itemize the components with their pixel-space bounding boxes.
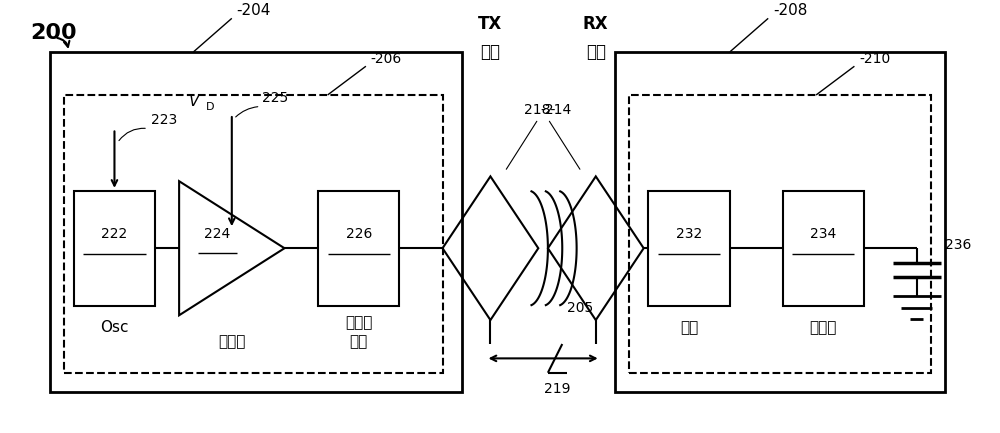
- Text: V: V: [189, 94, 199, 110]
- Text: -206: -206: [371, 52, 402, 66]
- Bar: [318, 191, 399, 306]
- Text: -208: -208: [773, 3, 807, 18]
- Bar: [629, 95, 931, 373]
- Text: 223: 223: [151, 113, 177, 126]
- Text: -204: -204: [237, 3, 271, 18]
- Text: 整流器: 整流器: [810, 320, 837, 335]
- Bar: [74, 191, 155, 306]
- Text: 236: 236: [945, 238, 972, 252]
- Text: 219: 219: [544, 382, 571, 396]
- Text: 218-: 218-: [524, 103, 555, 117]
- Bar: [64, 95, 443, 373]
- Text: TX: TX: [478, 15, 503, 33]
- Bar: [648, 191, 730, 306]
- Text: 匹配: 匹配: [680, 320, 698, 335]
- Text: 205: 205: [567, 301, 593, 315]
- Bar: [50, 52, 462, 392]
- Text: Osc: Osc: [100, 320, 129, 335]
- Text: 滤波，
匹配: 滤波， 匹配: [345, 315, 372, 349]
- Text: -210: -210: [859, 52, 890, 66]
- Text: 线圈: 线圈: [480, 43, 500, 61]
- Text: D: D: [206, 102, 214, 112]
- Text: 线圈: 线圈: [586, 43, 606, 61]
- Text: 222: 222: [101, 227, 128, 242]
- Text: RX: RX: [583, 15, 609, 33]
- Text: -214: -214: [540, 103, 571, 117]
- Text: 234: 234: [810, 227, 836, 242]
- Text: 232: 232: [676, 227, 702, 242]
- Text: 226: 226: [346, 227, 372, 242]
- Text: 225: 225: [262, 90, 289, 104]
- Bar: [783, 191, 864, 306]
- Text: 224: 224: [204, 227, 231, 241]
- Bar: [615, 52, 945, 392]
- Text: 200: 200: [31, 23, 77, 43]
- Text: 驱驶员: 驱驶员: [218, 334, 245, 349]
